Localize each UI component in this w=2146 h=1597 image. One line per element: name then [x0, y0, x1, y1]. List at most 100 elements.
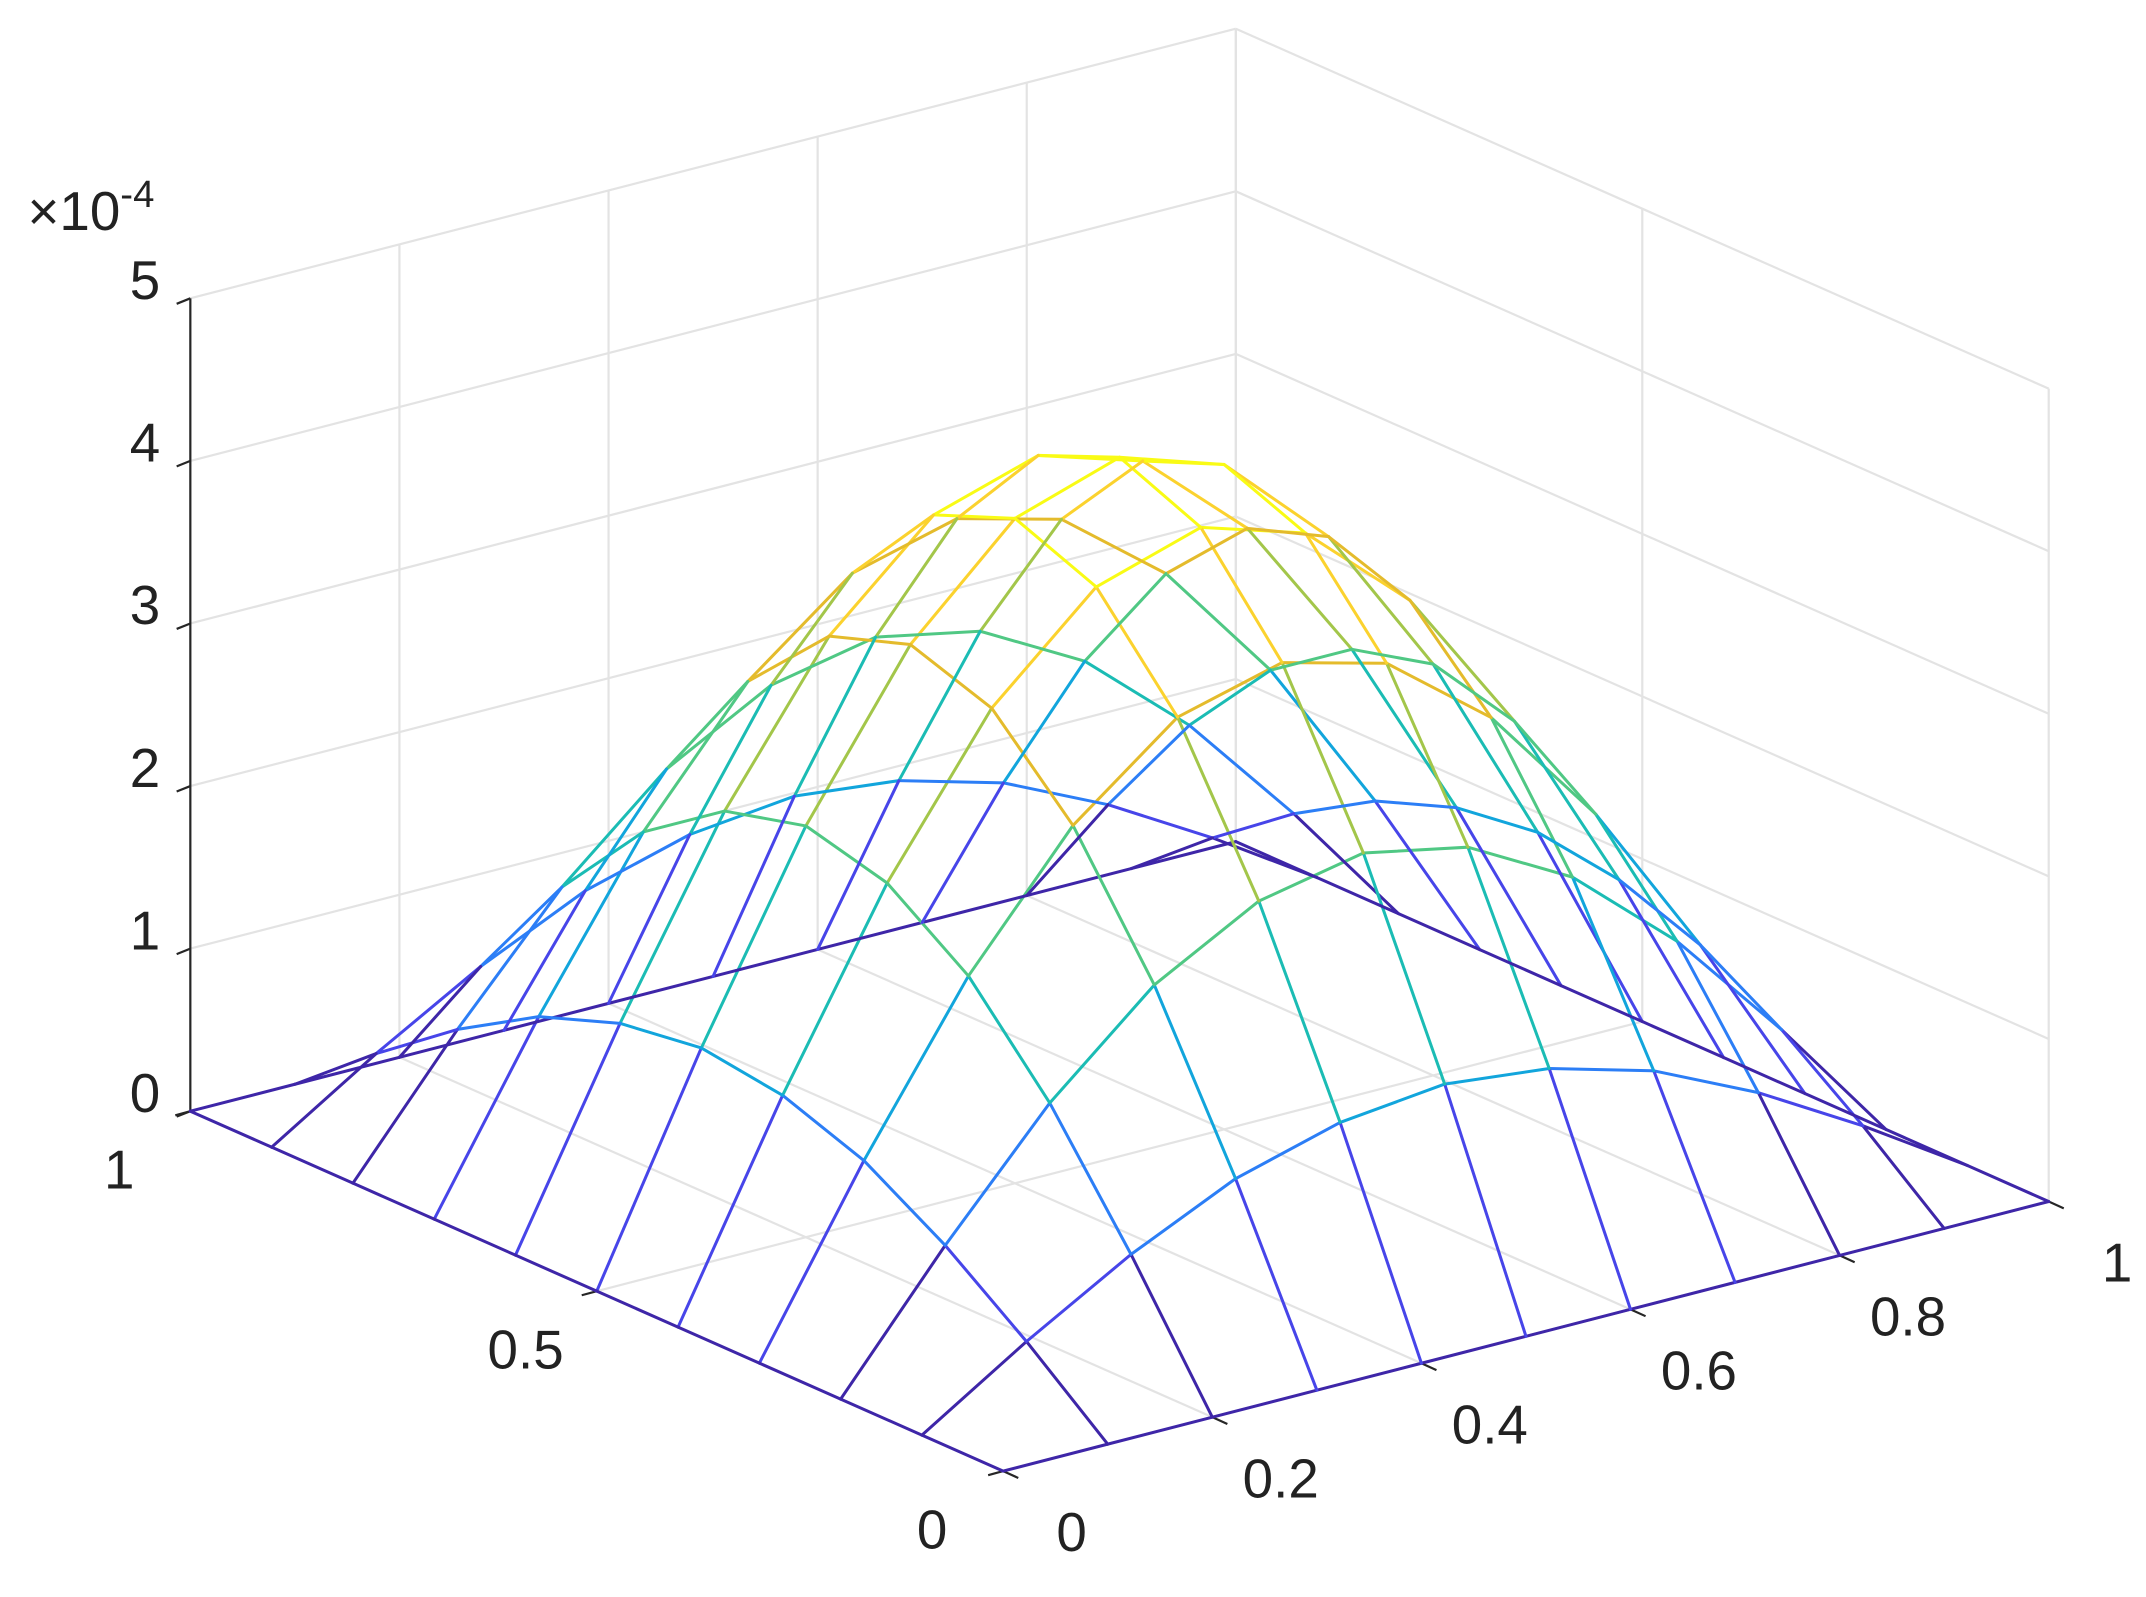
mesh-line — [769, 635, 878, 687]
mesh-line — [711, 794, 796, 978]
mesh-line — [560, 767, 669, 889]
mesh-line — [293, 1055, 401, 1086]
z-tick-label: 4 — [130, 412, 160, 474]
mesh-line — [1338, 1120, 1423, 1365]
grid-line — [190, 352, 1237, 625]
z-multiplier-base: ×10 — [27, 181, 120, 243]
mesh-line — [1594, 812, 1702, 947]
mesh-line — [1489, 716, 1574, 879]
mesh-line — [455, 1015, 541, 1031]
z-tick — [176, 785, 191, 793]
mesh-line — [676, 1325, 761, 1365]
mesh-line — [920, 781, 1005, 924]
x-tick — [1839, 1254, 1856, 1264]
mesh-line — [479, 885, 564, 968]
mesh-line — [1094, 525, 1203, 589]
mesh-line — [1361, 851, 1447, 1086]
mesh-line — [583, 767, 669, 893]
mesh-line — [1001, 781, 1110, 807]
mesh-line — [1292, 799, 1377, 816]
mesh-line — [1698, 943, 1784, 1032]
mesh-line — [897, 779, 1005, 785]
mesh-line — [792, 635, 878, 798]
mesh-line — [1129, 836, 1215, 871]
mesh-line — [757, 1159, 866, 1365]
mesh-line — [1652, 1069, 1737, 1284]
mesh-line — [920, 1433, 1005, 1473]
mesh-line — [1419, 1334, 1528, 1365]
mesh-line — [1211, 812, 1296, 840]
x-tick-label: 0 — [1056, 1501, 1086, 1563]
grid-line — [1235, 352, 2050, 715]
mesh-line — [1350, 647, 1435, 666]
mesh-line — [1861, 1124, 1946, 1230]
mesh-line — [1536, 830, 1621, 882]
mesh-line — [595, 1046, 703, 1293]
mesh-line — [618, 1021, 703, 1050]
mesh-line — [699, 1046, 785, 1097]
mesh-line — [1698, 943, 1807, 1096]
mesh-line — [607, 833, 692, 1005]
mesh-line — [351, 1181, 436, 1221]
mesh-line — [804, 643, 912, 828]
mesh-line — [641, 679, 750, 834]
mesh-line — [1210, 1388, 1319, 1419]
z-tick — [176, 947, 191, 956]
mesh-line — [188, 1082, 297, 1113]
mesh-line — [397, 964, 483, 1059]
mesh-line — [804, 824, 889, 885]
mesh-line — [1965, 1164, 2051, 1204]
mesh-line — [943, 1101, 1052, 1247]
mesh-line — [1617, 878, 1726, 1060]
z-multiplier-power: -4 — [120, 173, 154, 216]
grid-line — [190, 27, 1237, 300]
mesh-line — [816, 779, 901, 951]
mesh-line — [1245, 526, 1354, 651]
mesh-line — [293, 1052, 378, 1086]
mesh-line — [1512, 719, 1621, 882]
mesh-line — [1733, 1253, 1842, 1284]
mesh-line — [1629, 1280, 1737, 1311]
mesh-line — [1245, 526, 1331, 539]
mesh-line — [1315, 876, 1400, 916]
x-tick — [1211, 1416, 1228, 1426]
grid-line — [1235, 190, 2050, 553]
mesh-line — [711, 947, 820, 978]
mesh-line — [1129, 1177, 1238, 1256]
mesh-line — [885, 706, 994, 885]
y-tick — [581, 1290, 598, 1297]
mesh-line — [513, 1253, 599, 1293]
mesh-line — [839, 1397, 924, 1437]
mesh-line — [1570, 875, 1656, 1073]
z-tick — [176, 1110, 191, 1118]
mesh-line — [1756, 1091, 1842, 1257]
grid-line — [190, 515, 1237, 788]
mesh-line — [781, 1093, 866, 1163]
mesh-line — [1001, 659, 1087, 785]
x-tick — [1630, 1308, 1647, 1318]
mesh-line — [595, 1289, 680, 1329]
mesh-line — [1756, 1091, 1865, 1128]
mesh-line — [932, 453, 1040, 517]
mesh-line — [1478, 948, 1563, 988]
x-tick — [2048, 1200, 2065, 1210]
mesh-line — [1361, 845, 1470, 855]
mesh-line — [827, 513, 936, 638]
mesh-line — [827, 634, 912, 647]
mesh-line — [1408, 598, 1516, 723]
z-tick — [176, 622, 191, 630]
y-tick-label: 0 — [917, 1499, 947, 1561]
mesh-line — [1443, 1082, 1528, 1338]
z-multiplier: ×10-4 — [27, 173, 154, 242]
mesh-line — [1385, 661, 1493, 720]
mesh-line — [1234, 840, 1319, 880]
mesh-line — [1617, 878, 1702, 947]
mesh-line — [943, 1243, 1028, 1344]
mesh-line — [1129, 840, 1238, 871]
mesh-line — [688, 683, 773, 837]
mesh-line — [1838, 1226, 1946, 1257]
mesh-line — [1431, 662, 1540, 834]
mesh-line — [978, 517, 1064, 633]
mesh-line — [1187, 723, 1296, 816]
